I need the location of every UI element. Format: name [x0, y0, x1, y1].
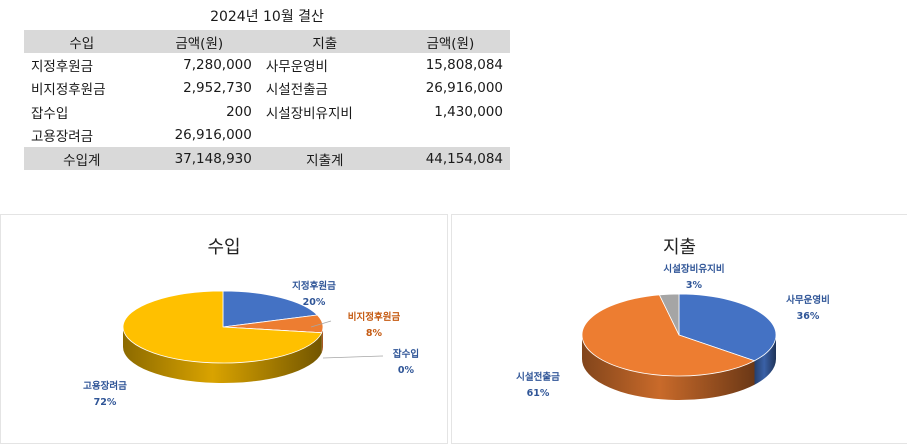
table-row: 고용장려금 26,916,000 — [24, 124, 510, 147]
expense-amount: 15,808,084 — [391, 53, 510, 76]
expense-amount — [391, 124, 510, 147]
sheet-title: 2024년 10월 결산 — [0, 6, 534, 26]
percent-label-고용장려금: 72% — [94, 397, 117, 408]
income-item: 잡수입 — [24, 100, 140, 123]
income-amount: 26,916,000 — [140, 124, 259, 147]
income-pie-chart: 지정후원금 20% 비지정후원금 8% 잡수입 0% 고용장려금 72% — [1, 215, 447, 443]
income-total-amount: 37,148,930 — [140, 147, 259, 170]
expense-pie-chart: 사무운영비 36% 시설전출금 61% 시설장비유지비 3% — [452, 215, 907, 443]
expense-total-amount: 44,154,084 — [391, 147, 510, 170]
totals-row: 수입계 37,148,930 지출계 44,154,084 — [24, 147, 510, 170]
percent-label-사무운영비: 36% — [797, 311, 820, 322]
income-amount: 7,280,000 — [140, 53, 259, 76]
header-income-amount: 금액(원) — [140, 30, 259, 53]
expense-item — [259, 124, 391, 147]
category-label-시설장비유지비: 시설장비유지비 — [663, 263, 724, 275]
category-label-시설전출금: 시설전출금 — [516, 371, 560, 383]
percent-label-비지정후원금: 8% — [366, 328, 383, 339]
leader-line-잡수입 — [323, 356, 383, 358]
header-expense: 지출 — [259, 30, 391, 53]
table-row: 지정후원금 7,280,000 사무운영비 15,808,084 — [24, 53, 510, 76]
percent-label-시설장비유지비: 3% — [686, 280, 703, 291]
expense-amount: 26,916,000 — [391, 77, 510, 100]
percent-label-잡수입: 0% — [398, 365, 415, 376]
header-income: 수입 — [24, 30, 140, 53]
expense-item: 시설장비유지비 — [259, 100, 391, 123]
table-header-row: 수입 금액(원) 지출 금액(원) — [24, 30, 510, 53]
category-label-지정후원금: 지정후원금 — [292, 280, 336, 292]
income-item: 고용장려금 — [24, 124, 140, 147]
settlement-table: 수입 금액(원) 지출 금액(원) 지정후원금 7,280,000 사무운영비 … — [24, 30, 510, 170]
expense-item: 시설전출금 — [259, 77, 391, 100]
category-label-잡수입: 잡수입 — [393, 348, 419, 360]
table-row: 잡수입 200 시설장비유지비 1,430,000 — [24, 100, 510, 123]
expense-total-label: 지출계 — [259, 147, 391, 170]
header-expense-amount: 금액(원) — [391, 30, 510, 53]
income-item: 지정후원금 — [24, 53, 140, 76]
expense-amount: 1,430,000 — [391, 100, 510, 123]
income-amount: 200 — [140, 100, 259, 123]
category-label-비지정후원금: 비지정후원금 — [348, 311, 401, 323]
expense-item: 사무운영비 — [259, 53, 391, 76]
income-amount: 2,952,730 — [140, 77, 259, 100]
category-label-사무운영비: 사무운영비 — [786, 294, 830, 306]
percent-label-지정후원금: 20% — [303, 297, 326, 308]
income-total-label: 수입계 — [24, 147, 140, 170]
category-label-고용장려금: 고용장려금 — [83, 380, 127, 392]
table-row: 비지정후원금 2,952,730 시설전출금 26,916,000 — [24, 77, 510, 100]
percent-label-시설전출금: 61% — [527, 388, 550, 399]
income-item: 비지정후원금 — [24, 77, 140, 100]
